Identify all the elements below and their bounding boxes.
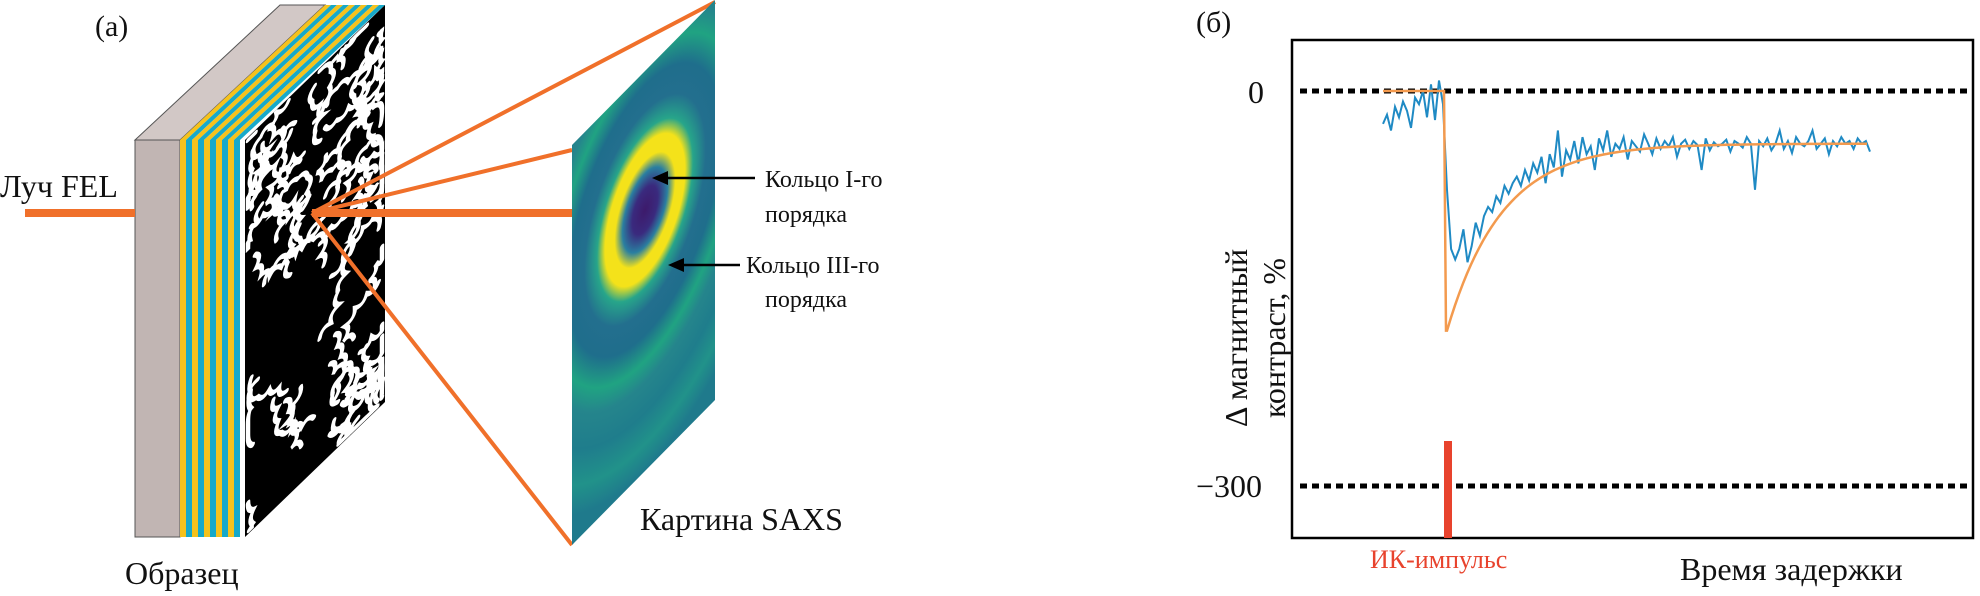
saxs-pattern xyxy=(572,0,715,545)
y-axis-label: Δ магнитный контраст, % xyxy=(1217,208,1293,468)
ring-arrows xyxy=(652,171,755,272)
layer-stripe xyxy=(216,140,222,537)
layer-stripe xyxy=(210,140,216,537)
layer-stripe-top xyxy=(210,5,361,140)
sample-substrate xyxy=(133,4,327,538)
layer-stripe xyxy=(198,140,204,537)
fel-beam xyxy=(25,0,716,547)
fit-series-line xyxy=(1383,89,1867,332)
layer-stripe xyxy=(204,140,210,537)
magnetic-domain xyxy=(245,129,258,144)
magnetic-domain xyxy=(351,80,385,128)
magnetic-domain xyxy=(245,499,258,534)
chart-frame xyxy=(1290,38,1975,540)
magnetic-domain xyxy=(364,359,380,413)
magnetic-domain xyxy=(307,82,332,146)
magnetic-domain xyxy=(367,243,385,292)
beam-label: Луч FEL xyxy=(0,168,118,204)
magnetic-domain xyxy=(363,64,385,102)
measured-series-line xyxy=(1382,80,1871,263)
ring1-label-line1: Кольцо I-го xyxy=(765,167,883,193)
layer-stripe-top xyxy=(192,5,343,140)
magnetic-domain xyxy=(330,29,363,65)
ring3-label-line2: порядка xyxy=(765,287,848,313)
magnetic-domain xyxy=(339,395,368,437)
magnetic-domain xyxy=(336,408,356,447)
magnetic-domain xyxy=(277,189,307,240)
layer-stripe xyxy=(228,140,234,537)
layer-stripe-top xyxy=(222,5,373,140)
magnetic-domain xyxy=(339,278,381,343)
layer-stripe-top xyxy=(198,5,349,140)
magnetic-domain xyxy=(245,201,265,254)
arrow-ring3-icon xyxy=(668,258,684,272)
ylabel-line1: Δ магнитный xyxy=(1218,248,1254,428)
saxs-label: Картина SAXS xyxy=(640,501,843,537)
magnetic-domain xyxy=(315,152,352,184)
magnetic-domain xyxy=(245,376,261,449)
magnetic-domain xyxy=(248,195,291,244)
magnetic-domain xyxy=(288,231,328,269)
magnetic-domain xyxy=(311,61,337,125)
chart-b xyxy=(1290,38,1975,540)
layer-stripe-top xyxy=(228,5,379,140)
magnetic-domain xyxy=(277,170,313,213)
layer-stripe-top xyxy=(204,5,355,140)
magnetic-domain xyxy=(352,45,384,129)
layer-stripe xyxy=(192,140,198,537)
magnetic-domain xyxy=(278,383,317,438)
magnetic-domain xyxy=(340,158,375,203)
magnetic-domain xyxy=(317,256,352,342)
layer-stripe-top xyxy=(234,5,385,140)
layer-stripe-top xyxy=(216,5,367,140)
layer-stripe-top xyxy=(180,5,331,140)
layer-stripe xyxy=(180,140,186,537)
magnetic-domain xyxy=(352,26,385,90)
ytick-minus300: −300 xyxy=(1196,468,1263,504)
layer-stripe xyxy=(186,140,192,537)
magnetic-domain xyxy=(247,127,294,208)
magnetic-domain xyxy=(329,365,360,407)
magnetic-domain xyxy=(282,396,304,450)
ylabel-line2: контраст, % xyxy=(1256,257,1292,419)
layer-stripe xyxy=(234,140,240,537)
ytick-0: 0 xyxy=(1248,74,1264,110)
ring1-label-line2: порядка xyxy=(765,202,848,228)
pulse-label: ИК-импульс xyxy=(1370,545,1508,574)
x-axis-label: Время задержки xyxy=(1680,551,1903,587)
magnetic-domain xyxy=(327,360,354,406)
multilayer-stack xyxy=(180,5,385,537)
magnetic-domain xyxy=(252,251,296,284)
magnetic-domain xyxy=(361,342,385,405)
magnetic-domain xyxy=(331,330,349,405)
layer-stripe xyxy=(222,140,228,537)
panel-b-label: (б) xyxy=(1196,6,1232,39)
arrow-ring1-icon xyxy=(652,171,668,185)
magnetic-domain xyxy=(260,138,289,185)
layer-stripe-top xyxy=(186,5,337,140)
panel-a-label: (a) xyxy=(95,10,129,43)
ir-pulse-marker xyxy=(1444,441,1452,538)
magnetic-domain xyxy=(247,121,276,197)
magnetic-domain xyxy=(355,44,385,82)
magnetic-domain xyxy=(357,321,385,356)
sample-label: Образец xyxy=(125,555,239,591)
ring3-label-line1: Кольцо III-го xyxy=(746,253,880,279)
